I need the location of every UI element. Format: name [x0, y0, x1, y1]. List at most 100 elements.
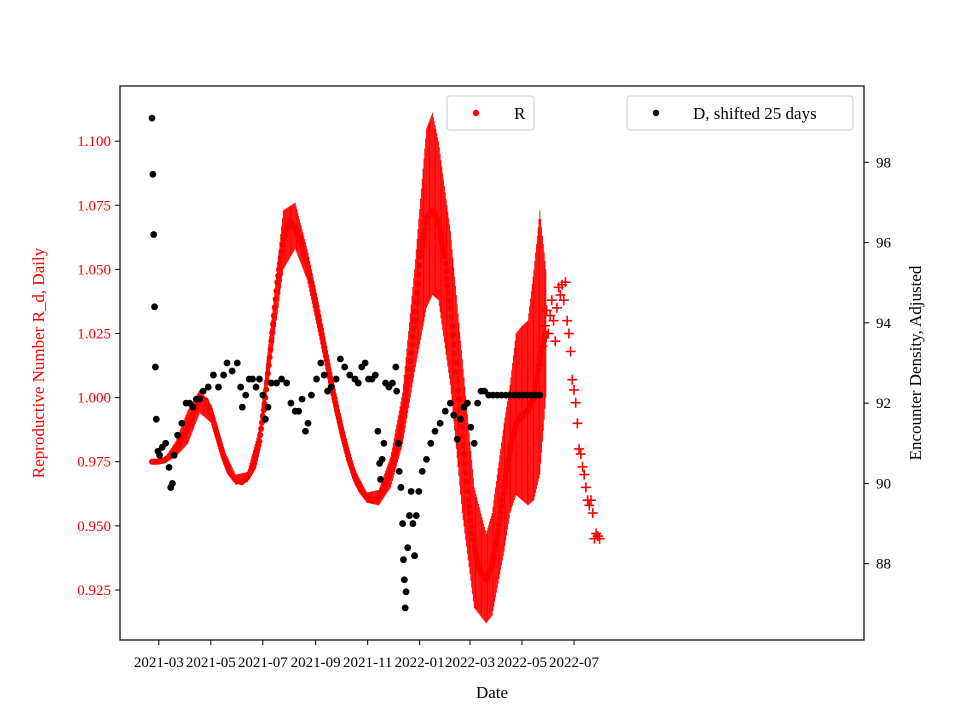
- r-point: [401, 403, 408, 410]
- d-point: [264, 403, 272, 411]
- d-point: [415, 488, 423, 495]
- r-point: [452, 359, 459, 366]
- r-forecast-point: [572, 418, 583, 429]
- y-right-tick-label: 92: [876, 396, 891, 412]
- r-point: [503, 467, 510, 474]
- d-point: [474, 399, 482, 407]
- r-point: [257, 431, 264, 438]
- r-point: [464, 488, 471, 495]
- r-point: [463, 478, 470, 485]
- r-point: [469, 530, 476, 537]
- r-point: [501, 478, 508, 485]
- r-forecast-point: [550, 336, 561, 347]
- r-point: [436, 224, 443, 231]
- r-point: [448, 314, 455, 321]
- d-point: [242, 391, 250, 399]
- d-point: [178, 419, 186, 427]
- r-point: [466, 510, 473, 517]
- r-forecast-point: [541, 305, 552, 316]
- x-tick-label: 2021-05: [186, 655, 236, 671]
- x-axis-ticks: 2021-03 2021-05 2021-07 2021-09 2021-11 2022-…: [134, 640, 599, 671]
- d-point: [189, 403, 197, 411]
- r-point: [407, 357, 414, 364]
- r-forecast-point: [548, 315, 559, 326]
- d-point: [223, 359, 231, 367]
- r-forecast-point: [586, 495, 597, 506]
- y-left-ticks: 0.925 0.950 0.975 1.000 1.025 1.050 1.075 1.100: [77, 134, 120, 599]
- r-forecast-point: [558, 295, 569, 306]
- r-point: [490, 551, 497, 558]
- plot-frame: [119, 85, 865, 641]
- r-point: [502, 473, 509, 480]
- d-point: [536, 391, 544, 399]
- r-forecast-point: [567, 374, 578, 385]
- r-point: [269, 329, 276, 336]
- d-point: [453, 435, 461, 443]
- r-point: [275, 272, 282, 279]
- d-point: [392, 363, 400, 371]
- r-point: [409, 333, 416, 340]
- r-point: [447, 304, 454, 311]
- d-point: [283, 379, 291, 387]
- d-point: [148, 114, 156, 122]
- r-forecast-point: [537, 341, 548, 352]
- y-left-tick-label: 0.950: [77, 519, 111, 535]
- y-right-tick-label: 90: [876, 476, 891, 492]
- d-point: [149, 170, 157, 178]
- r-point: [266, 354, 273, 361]
- d-point: [470, 439, 478, 447]
- r-point: [499, 496, 506, 503]
- d-point: [252, 383, 260, 391]
- y-left-tick-label: 0.975: [77, 455, 111, 471]
- r-forecast-point: [579, 469, 590, 480]
- d-point: [170, 451, 178, 459]
- d-point: [256, 375, 263, 383]
- r-point: [403, 385, 410, 392]
- r-point: [466, 503, 473, 510]
- r-forecast-point: [543, 328, 554, 339]
- d-point: [397, 484, 405, 491]
- r-point: [459, 433, 466, 440]
- r-point: [404, 379, 411, 386]
- d-point: [423, 455, 430, 463]
- d-point: [174, 431, 181, 439]
- r-point: [422, 220, 429, 227]
- d-point: [327, 383, 335, 391]
- d-point: [402, 588, 410, 596]
- d-point: [152, 415, 160, 423]
- d-point: [320, 371, 328, 379]
- legend-r-box: [446, 95, 535, 131]
- r-point: [441, 253, 448, 260]
- r-point: [534, 372, 541, 379]
- r-point: [533, 378, 540, 385]
- r-point: [410, 325, 417, 332]
- d-point: [441, 407, 449, 415]
- y-right-axis-label: Encounter Density, Adjusted: [906, 265, 925, 460]
- r-point: [440, 248, 447, 255]
- r-forecast-point: [568, 384, 579, 395]
- r-point: [443, 275, 450, 282]
- r-point: [417, 253, 424, 260]
- d-point: [446, 399, 454, 407]
- r-point: [268, 338, 275, 345]
- y-left-axis-label: Reproductive Number R_d, Daily: [29, 247, 48, 478]
- d-point: [204, 383, 212, 391]
- d-point: [411, 552, 418, 560]
- r-point: [400, 409, 407, 416]
- r-point: [439, 244, 446, 251]
- y-right-tick-label: 98: [876, 155, 891, 171]
- r-point: [437, 229, 444, 236]
- r-point: [272, 296, 279, 303]
- legend-d-marker: [652, 109, 660, 117]
- d-point: [237, 383, 245, 391]
- r-point: [435, 220, 442, 227]
- d-point: [401, 604, 409, 612]
- r-point: [449, 332, 456, 339]
- r-point: [402, 397, 409, 404]
- r-point: [421, 226, 428, 233]
- r-point: [461, 451, 468, 458]
- r-point: [460, 442, 467, 449]
- r-point: [465, 497, 472, 504]
- y-right-ticks: 88 90 92 94 96 98: [864, 155, 892, 573]
